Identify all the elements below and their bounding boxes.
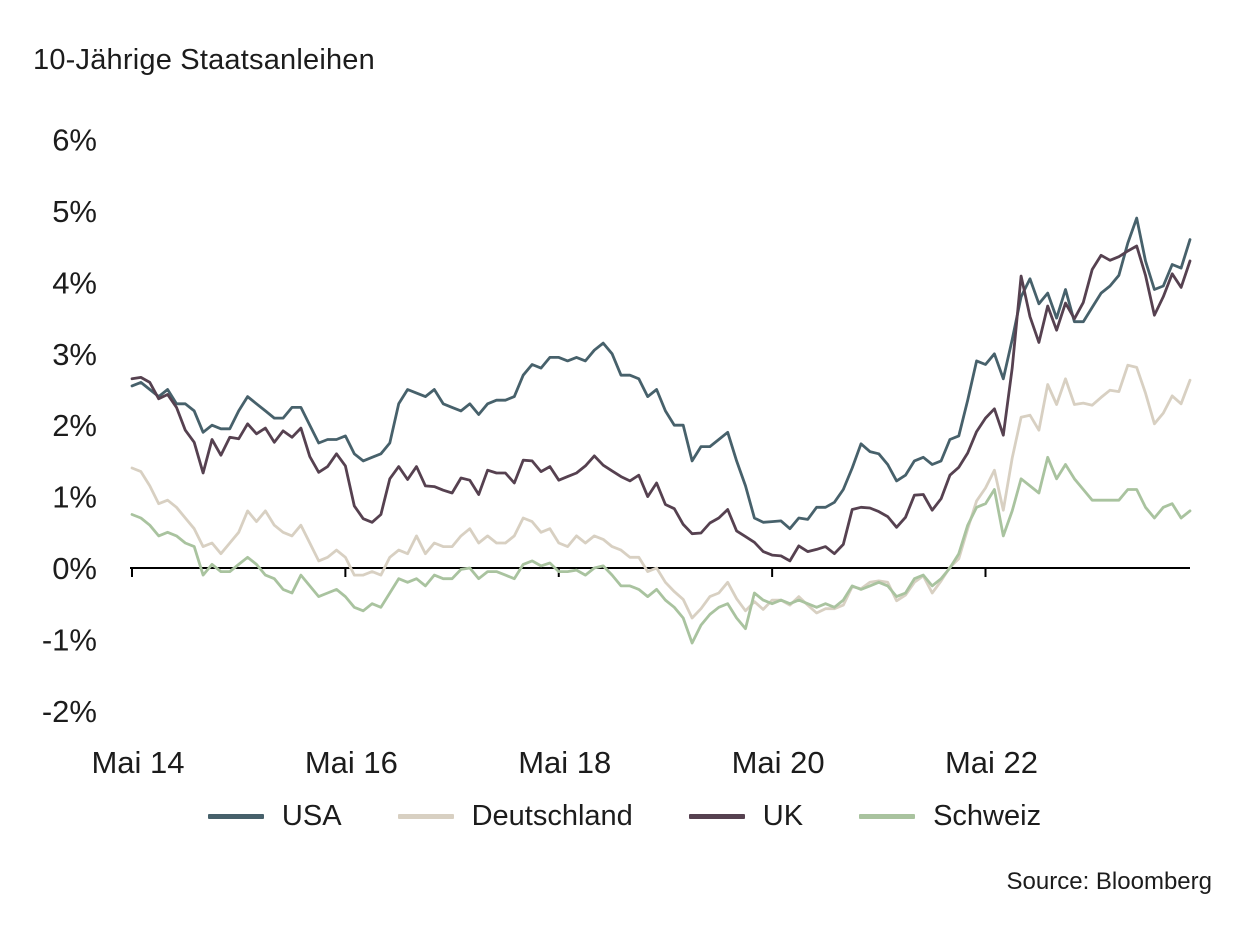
y-axis-label: 4% <box>52 265 97 300</box>
chart-legend: USA Deutschland UK Schweiz <box>0 800 1249 833</box>
x-axis-label: Mai 18 <box>518 745 611 780</box>
legend-item-usa: USA <box>207 800 342 833</box>
y-axis-label: -1% <box>42 622 97 657</box>
legend-item-uk: UK <box>688 800 804 833</box>
y-axis-label: 6% <box>52 123 97 158</box>
y-axis-label: 0% <box>52 551 97 586</box>
legend-label-deutschland: Deutschland <box>471 800 633 832</box>
series-line-usa <box>130 216 1192 531</box>
x-axis-label: Mai 14 <box>91 745 184 780</box>
legend-swatch-schweiz <box>859 814 916 819</box>
y-axis-label: -2% <box>42 694 97 729</box>
y-axis-label: 1% <box>52 480 97 515</box>
x-axis-label: Mai 16 <box>305 745 398 780</box>
series-line-uk <box>130 244 1192 563</box>
legend-item-schweiz: Schweiz <box>859 800 1041 833</box>
legend-label-usa: USA <box>281 800 342 832</box>
legend-swatch-usa <box>207 814 264 819</box>
source-credit: Source: Bloomberg <box>1006 868 1212 895</box>
legend-label-uk: UK <box>762 800 804 832</box>
series-line-deutschland <box>130 363 1192 620</box>
series-line-schweiz <box>130 455 1192 645</box>
legend-item-deutschland: Deutschland <box>397 800 633 833</box>
x-axis-label: Mai 20 <box>732 745 825 780</box>
legend-label-schweiz: Schweiz <box>933 800 1042 832</box>
y-axis-label: 5% <box>52 194 97 229</box>
x-axis-label: Mai 22 <box>945 745 1038 780</box>
legend-swatch-deutschland <box>397 814 454 819</box>
legend-swatch-uk <box>688 814 745 819</box>
y-axis-label: 3% <box>52 337 97 372</box>
y-axis-label: 2% <box>52 408 97 443</box>
chart-title: 10-Jährige Staatsanleihen <box>33 44 375 76</box>
